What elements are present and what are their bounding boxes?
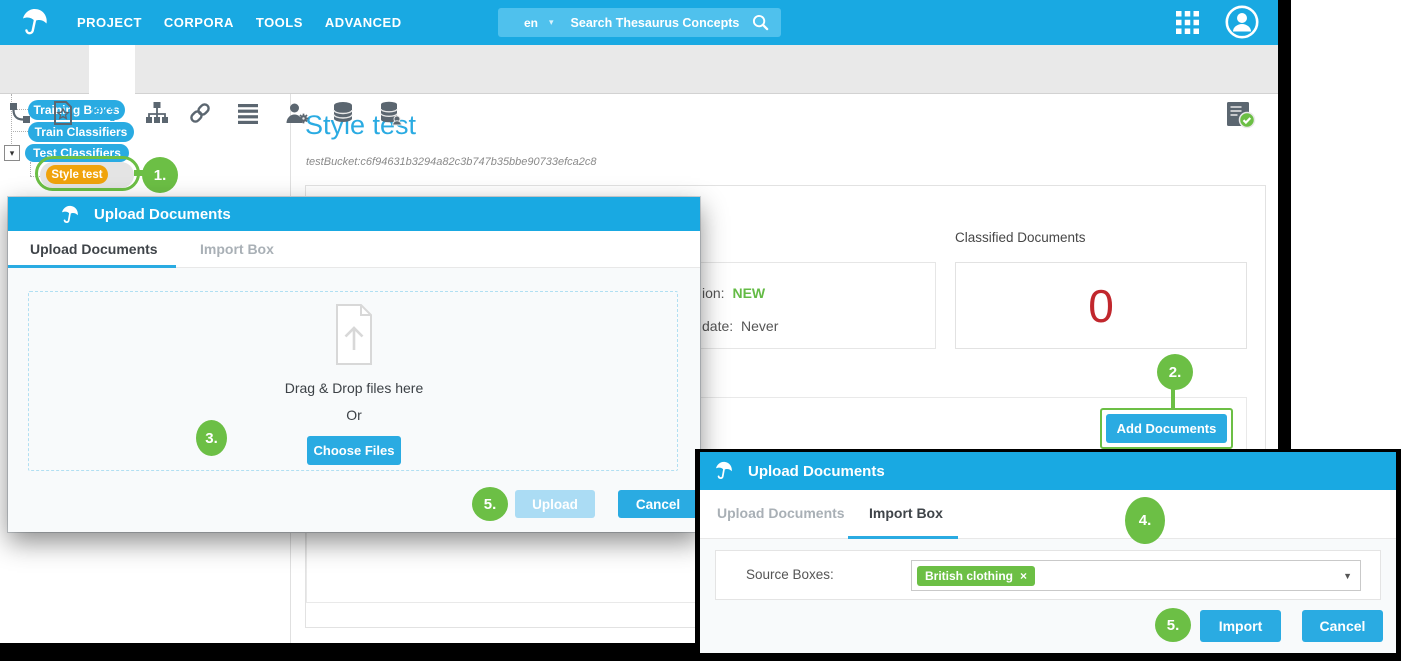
tab-import-box[interactable]: Import Box (869, 505, 943, 521)
add-documents-button[interactable]: Add Documents (1106, 414, 1227, 443)
step5-badge-import: 5. (1155, 608, 1191, 642)
remove-tag-icon[interactable]: × (1020, 568, 1028, 583)
step1-highlight-ellipse (35, 156, 140, 191)
source-boxes-panel: Source Boxes: British clothing × ▼ (715, 550, 1381, 600)
apps-grid-icon[interactable] (1176, 11, 1199, 39)
step2-badge: 2. (1157, 354, 1193, 390)
import-box-dialog: Upload Documents Upload Documents Import… (700, 452, 1396, 653)
step5-badge-upload: 5. (472, 487, 508, 521)
step4-badge: 4. (1125, 497, 1165, 544)
main-menu: PROJECT CORPORA TOOLS ADVANCED (77, 0, 402, 45)
dialog-titlebar: Upload Documents (8, 197, 700, 231)
dialog-tabs: Upload Documents Import Box (700, 490, 1396, 539)
tree-expander-icon[interactable]: ▾ (4, 145, 20, 161)
sidebar-item-train-classifiers[interactable]: Train Classifiers (28, 122, 134, 142)
classified-documents-box: 0 (955, 262, 1247, 349)
tree-line (11, 109, 28, 110)
hierarchy-icon[interactable] (144, 100, 170, 126)
status-new-badge: NEW (732, 285, 766, 301)
tree-line (30, 162, 31, 176)
dropzone-or-text: Or (346, 407, 362, 423)
menu-item-corpora[interactable]: CORPORA (163, 15, 234, 30)
step1-badge: 1. (142, 157, 178, 193)
search-input[interactable]: Search Thesaurus Concepts (570, 15, 740, 30)
tab-import-box[interactable]: Import Box (200, 241, 274, 257)
tree-line (11, 131, 28, 132)
cancel-button[interactable]: Cancel (1302, 610, 1383, 642)
tab-upload-documents[interactable]: Upload Documents (717, 505, 845, 521)
step2-connector (1171, 389, 1175, 408)
tree-line (11, 94, 12, 152)
svg-text:A: A (110, 103, 116, 112)
document-star-icon[interactable] (50, 100, 76, 126)
classified-documents-label: Classified Documents (955, 230, 1086, 245)
dialog-umbrella-icon (714, 459, 734, 486)
step3-badge: 3. (196, 420, 227, 456)
user-avatar[interactable] (1225, 5, 1259, 44)
select-caret-icon[interactable]: ▼ (1343, 570, 1352, 581)
menu-item-advanced[interactable]: ADVANCED (324, 15, 402, 30)
active-tab-underline (8, 265, 176, 268)
app-header: PROJECT CORPORA TOOLS ADVANCED en ▾ Sear… (0, 0, 1278, 45)
database-icon[interactable] (330, 100, 356, 126)
audit-check-icon[interactable] (1224, 100, 1256, 130)
relations-icon[interactable] (7, 100, 33, 126)
source-boxes-label: Source Boxes: (746, 567, 834, 582)
bucket-id: testBucket:c6f94631b3294a82c3b747b35bbe9… (306, 156, 597, 168)
dialog-tabs: Upload Documents Import Box (8, 231, 700, 268)
dialog-title: Upload Documents (94, 206, 231, 223)
upload-documents-dialog: Upload Documents Upload Documents Import… (8, 197, 700, 532)
import-box-dialog-frame: Upload Documents Upload Documents Import… (695, 449, 1401, 661)
language-caret-icon[interactable]: ▾ (549, 17, 554, 27)
dropzone[interactable]: Drag & Drop files here Or Choose Files (28, 291, 678, 471)
source-boxes-select[interactable]: British clothing × ▼ (911, 560, 1361, 591)
list-icon[interactable] (235, 100, 261, 126)
corpus-store-icon[interactable] (377, 100, 403, 126)
search-icon[interactable] (752, 14, 769, 31)
dialog-umbrella-icon (60, 203, 80, 230)
app-logo-umbrella-icon[interactable] (20, 6, 50, 38)
sidebar-item-style-test[interactable]: Style test (46, 165, 108, 184)
svg-text:B: B (110, 114, 116, 123)
dialog-titlebar: Upload Documents (700, 452, 1396, 490)
cancel-button[interactable]: Cancel (618, 490, 698, 518)
menu-item-tools[interactable]: TOOLS (255, 15, 303, 30)
import-button[interactable]: Import (1200, 610, 1281, 642)
selected-box-tag: British clothing × (917, 565, 1036, 586)
status-line-2: date: Never (702, 318, 779, 334)
step1-connector (134, 170, 146, 176)
step2-highlight-box (1100, 408, 1233, 449)
upload-button-disabled[interactable]: Upload (515, 490, 595, 518)
menu-item-project[interactable]: PROJECT (77, 15, 142, 30)
upload-file-icon (329, 304, 379, 371)
choose-files-button[interactable]: Choose Files (307, 436, 401, 465)
classified-count: 0 (1088, 279, 1114, 332)
search-language-selector[interactable]: en (524, 15, 539, 30)
dropzone-text: Drag & Drop files here (284, 380, 424, 396)
dialog-title: Upload Documents (748, 463, 885, 480)
user-settings-icon[interactable] (284, 100, 310, 126)
thesaurus-search-bar[interactable]: en ▾ Search Thesaurus Concepts (498, 8, 781, 37)
link-icon[interactable] (187, 100, 213, 126)
tab-upload-documents[interactable]: Upload Documents (30, 241, 158, 257)
active-tab-underline (848, 536, 958, 539)
active-tool-highlight (89, 45, 135, 94)
status-line-1: ion: NEW (702, 285, 766, 301)
